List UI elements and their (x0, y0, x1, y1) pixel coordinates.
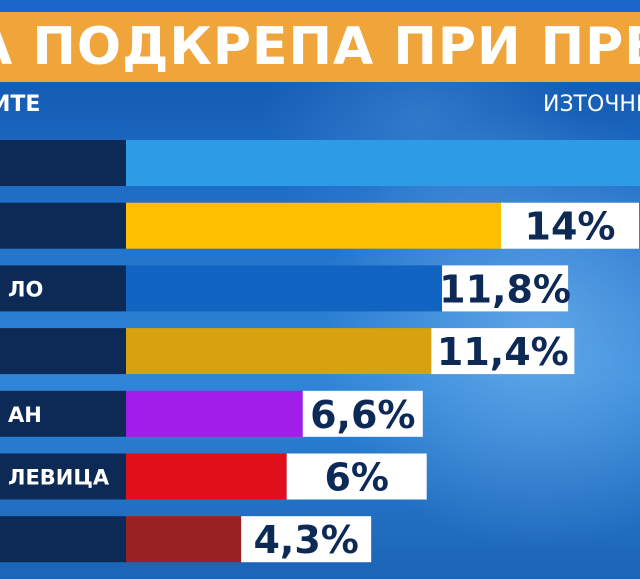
value-label-box (302, 390, 423, 437)
bar (126, 140, 640, 186)
bar (126, 390, 303, 437)
bar (126, 265, 443, 312)
category-label-box (0, 202, 126, 249)
value-label: 6,6% (310, 393, 415, 437)
bar (126, 516, 242, 563)
subheader-left: ИТЕ (0, 92, 41, 117)
source-label: ИЗТОЧНИ (543, 92, 640, 117)
category-label-box (0, 140, 126, 186)
bar (126, 202, 501, 249)
value-label: 14% (525, 205, 616, 249)
value-label: 6% (324, 456, 389, 500)
category-label: ЛЕВИЦА (8, 466, 110, 490)
value-label-box (431, 328, 575, 375)
subheader: ИТЕ ИЗТОЧНИ (0, 82, 640, 130)
category-label: АН (8, 403, 42, 427)
category-label-box (0, 516, 126, 563)
title-banner: А ПОДКРЕПА ПРИ ПРЕДСРО (0, 12, 640, 82)
category-label-box (0, 328, 126, 375)
category-label-box (0, 453, 126, 500)
category-label-box (0, 390, 126, 437)
bar (126, 328, 432, 375)
value-label-box (286, 453, 427, 500)
value-label: 11,8% (439, 267, 571, 311)
category-label: ЛО (8, 277, 43, 301)
top-strip (0, 0, 640, 12)
value-label-box (501, 202, 639, 249)
value-label-box (241, 516, 372, 563)
category-label-box (0, 265, 126, 312)
value-label: 11,4% (437, 330, 569, 374)
value-label-box (442, 265, 569, 312)
value-label: 4,3% (253, 518, 358, 562)
chart-title: А ПОДКРЕПА ПРИ ПРЕДСРО (0, 17, 640, 77)
bar (126, 453, 287, 500)
